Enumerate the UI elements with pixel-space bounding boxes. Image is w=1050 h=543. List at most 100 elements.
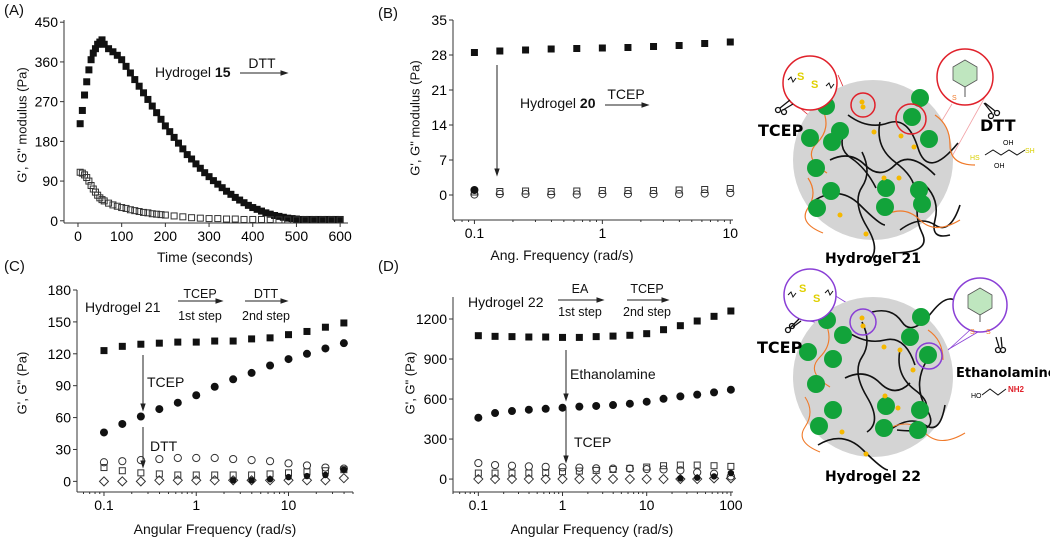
data-point — [310, 215, 318, 223]
y-tick-label: 28 — [431, 47, 447, 63]
data-point — [642, 464, 651, 474]
data-point — [302, 349, 311, 358]
data-point — [153, 109, 161, 117]
data-point — [506, 473, 518, 485]
data-point — [284, 355, 293, 364]
data-point — [236, 196, 244, 204]
data-point — [710, 462, 718, 470]
data-point — [558, 463, 567, 472]
data-point — [609, 332, 617, 340]
data-point — [319, 215, 327, 223]
data-point — [598, 189, 607, 199]
y-tick-label: 180 — [48, 282, 72, 298]
data-point — [126, 206, 134, 214]
data-point — [522, 46, 530, 54]
data-point — [87, 56, 95, 64]
data-point — [154, 475, 165, 486]
data-point — [340, 466, 348, 473]
data-point — [279, 213, 287, 221]
data-point — [229, 454, 238, 464]
thioether-s: S — [952, 95, 957, 102]
data-point — [590, 473, 602, 485]
data-point — [641, 473, 652, 485]
hydrogel-22-schematic: S S S S TCEP Ethanolamine HO NH2 Hydroge… — [757, 268, 1050, 485]
data-point — [727, 462, 735, 470]
data-point — [173, 398, 182, 407]
x-tick-label: 600 — [328, 228, 352, 244]
data-point — [677, 475, 684, 482]
x-tick-label: 0 — [74, 228, 82, 244]
data-point — [83, 78, 91, 86]
data-point — [701, 186, 709, 193]
data-point — [598, 44, 606, 52]
data-point — [710, 473, 718, 480]
data-point — [183, 151, 191, 159]
data-point — [223, 215, 231, 223]
data-point — [675, 42, 683, 49]
scissors-icon — [774, 99, 1001, 120]
data-point — [642, 397, 651, 406]
data-point — [675, 186, 683, 194]
data-point — [660, 462, 668, 470]
thioether-s2: S — [986, 329, 991, 336]
data-point — [285, 473, 292, 481]
data-point — [542, 469, 550, 477]
series-square-filled — [474, 307, 735, 341]
data-point — [113, 51, 121, 59]
annotation-arrow2-label: DTT — [150, 438, 178, 454]
series-circle-open — [470, 188, 735, 199]
svg-text:OH: OH — [994, 163, 1005, 170]
annotation-hydrogel-15: Hydrogel 15 — [155, 64, 231, 80]
data-point — [292, 216, 300, 224]
data-point — [161, 211, 169, 219]
data-point — [693, 317, 701, 325]
data-point — [710, 312, 718, 320]
data-point — [118, 467, 126, 475]
data-point — [490, 460, 500, 470]
data-point — [607, 473, 619, 485]
ethanolamine-structure: HO NH2 — [971, 385, 1025, 400]
data-point — [247, 456, 256, 465]
data-point — [507, 407, 516, 416]
data-point — [649, 189, 658, 199]
data-point — [214, 180, 222, 188]
data-point — [701, 40, 709, 47]
data-point — [229, 375, 238, 384]
y-tick-label: 150 — [48, 314, 72, 330]
data-point — [229, 477, 237, 484]
y-tick-label: 0 — [63, 473, 71, 489]
data-point — [148, 102, 156, 110]
data-point — [118, 457, 127, 466]
data-point — [105, 199, 113, 207]
data-point — [310, 216, 318, 224]
data-point — [524, 462, 533, 471]
y-axis-label-a: G', G" modulus (Pa) — [14, 67, 30, 183]
x-tick-label: 100 — [110, 228, 134, 244]
x-tick-label: 200 — [154, 228, 178, 244]
data-point — [157, 115, 165, 123]
disulfide-s2: S — [811, 79, 818, 91]
data-point — [174, 338, 182, 346]
data-point — [660, 326, 668, 334]
data-point — [192, 391, 201, 400]
data-point — [573, 187, 581, 195]
data-point — [174, 139, 182, 147]
data-point — [271, 211, 279, 219]
y-tick-label: 0 — [439, 471, 447, 487]
data-point — [100, 197, 108, 205]
data-point — [91, 45, 99, 53]
panel-label-a: (A) — [4, 2, 24, 19]
data-point — [643, 463, 651, 471]
data-point — [659, 394, 668, 403]
data-point — [321, 344, 330, 353]
annotation-hydrogel-20: Hydrogel 20 — [520, 95, 596, 111]
data-point — [240, 215, 248, 223]
svg-text:HS: HS — [970, 155, 980, 162]
ethanolamine-label: Ethanolamine — [956, 366, 1050, 381]
data-point — [179, 145, 187, 153]
data-point — [559, 333, 567, 341]
y-tick-label: 35 — [431, 12, 447, 28]
data-point — [650, 187, 658, 194]
x-tick-label: 500 — [285, 228, 309, 244]
